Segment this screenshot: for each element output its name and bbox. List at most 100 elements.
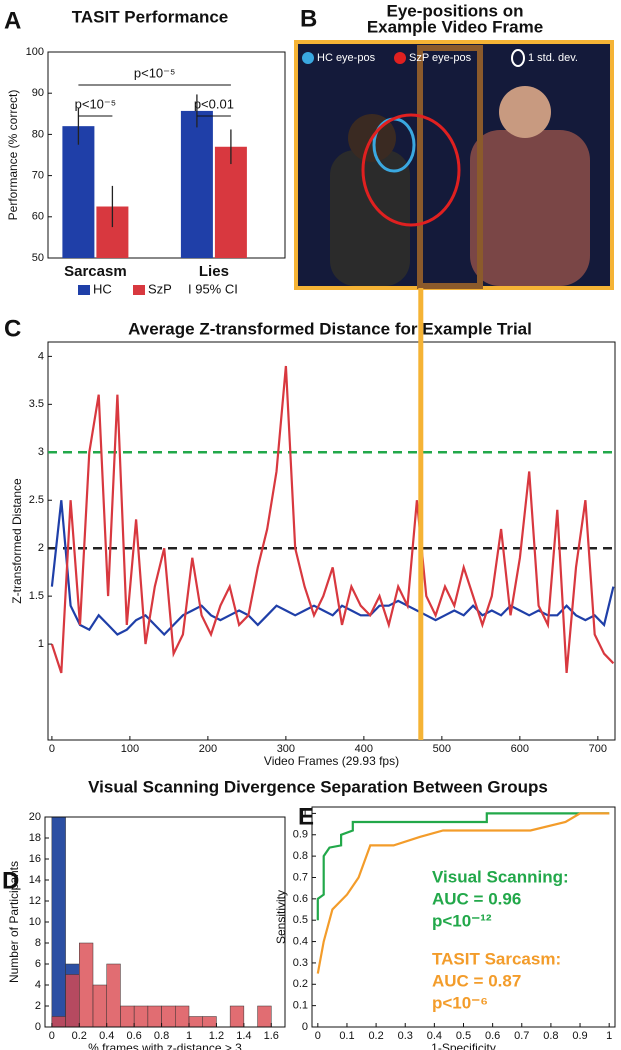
section-title: Visual Scanning Divergence Separation Be… bbox=[88, 777, 548, 796]
bar bbox=[180, 110, 213, 258]
x-tick-label: 0.3 bbox=[398, 1030, 413, 1042]
panel-label: C bbox=[4, 315, 21, 342]
y-tick-label: 0.2 bbox=[293, 978, 308, 990]
series-line bbox=[316, 812, 610, 974]
y-tick-label: 100 bbox=[26, 46, 44, 58]
y-tick-label: 4 bbox=[35, 979, 41, 991]
p-value: p<10⁻⁵ bbox=[134, 65, 176, 80]
y-tick-label: 70 bbox=[32, 170, 44, 182]
axis-box bbox=[47, 51, 286, 259]
panel-label: A bbox=[4, 7, 21, 34]
y-tick-label: 3 bbox=[38, 446, 44, 458]
person-left bbox=[330, 150, 410, 286]
y-tick-label: 0 bbox=[302, 1021, 308, 1033]
y-tick-label: 4 bbox=[38, 350, 44, 362]
legend-label: I 95% CI bbox=[188, 281, 238, 296]
axis-box bbox=[47, 341, 616, 741]
hist-bar bbox=[133, 1005, 149, 1028]
series-line bbox=[316, 812, 610, 921]
annotation: Visual Scanning: bbox=[432, 867, 569, 886]
annotation: AUC = 0.96 bbox=[432, 889, 521, 908]
legend-swatch bbox=[78, 285, 90, 295]
x-tick-label: 1 bbox=[186, 1030, 192, 1042]
x-tick-label: 500 bbox=[433, 743, 451, 755]
y-tick-label: 50 bbox=[32, 252, 44, 264]
chart-title: TASIT Performance bbox=[72, 7, 229, 26]
y-tick-label: 0.1 bbox=[293, 1000, 308, 1012]
y-tick-label: 16 bbox=[29, 853, 41, 865]
x-tick-label: 1.2 bbox=[209, 1030, 224, 1042]
y-tick-label: 2.5 bbox=[29, 494, 44, 506]
hist-bar bbox=[106, 963, 121, 1028]
szp-ellipse bbox=[361, 113, 461, 227]
hist-bar bbox=[229, 1005, 245, 1028]
y-tick-label: 6 bbox=[35, 958, 41, 970]
hist-bar bbox=[51, 816, 66, 1028]
x-tick-label: 0.6 bbox=[126, 1030, 141, 1042]
y-tick-label: 1 bbox=[38, 638, 44, 650]
hist-bar bbox=[79, 942, 94, 1028]
person-right bbox=[470, 130, 590, 286]
y-tick-label: 80 bbox=[32, 128, 44, 140]
legend-dot bbox=[302, 52, 314, 64]
x-tick-label: 300 bbox=[277, 743, 295, 755]
hist-bar bbox=[51, 1016, 66, 1028]
x-tick-label: 100 bbox=[121, 743, 139, 755]
y-tick-label: 0.8 bbox=[293, 850, 308, 862]
legend-dot bbox=[394, 52, 406, 64]
hist-bar bbox=[257, 1005, 272, 1028]
y-tick-label: 12 bbox=[29, 895, 41, 907]
y-tick-label: 3.5 bbox=[29, 398, 44, 410]
chart-title: Example Video Frame bbox=[367, 17, 543, 36]
x-tick-label: 1.6 bbox=[264, 1030, 279, 1042]
series-line bbox=[50, 365, 615, 674]
x-tick-label: 200 bbox=[199, 743, 217, 755]
y-tick-label: 0.4 bbox=[293, 935, 308, 947]
y-axis-label: Sensitivity bbox=[274, 890, 288, 944]
legend-label: 1 std. dev. bbox=[528, 52, 578, 64]
y-axis-label: Z-transformed Distance bbox=[10, 478, 24, 604]
head-right bbox=[499, 86, 551, 138]
annotation: p<10⁻¹² bbox=[432, 911, 492, 930]
y-tick-label: 1 bbox=[302, 807, 308, 819]
annotation: TASIT Sarcasm: bbox=[432, 949, 561, 968]
x-axis-label: % frames with z-distance > 3 bbox=[88, 1041, 242, 1050]
y-tick-label: 20 bbox=[29, 811, 41, 823]
x-tick-label: 0.2 bbox=[72, 1030, 87, 1042]
y-tick-label: 1.5 bbox=[29, 590, 44, 602]
x-tick-label: 0.6 bbox=[485, 1030, 500, 1042]
panel-label: D bbox=[2, 867, 19, 894]
y-axis-label: Number of Participants bbox=[7, 861, 21, 983]
legend-ellipse bbox=[511, 49, 525, 67]
bar bbox=[62, 126, 95, 258]
y-tick-label: 14 bbox=[29, 874, 41, 886]
legend-label: HC bbox=[93, 281, 112, 296]
x-tick-label: 0.5 bbox=[456, 1030, 471, 1042]
y-tick-label: 0 bbox=[35, 1021, 41, 1033]
x-tick-label: 0.8 bbox=[543, 1030, 558, 1042]
y-tick-label: 0.3 bbox=[293, 957, 308, 969]
x-axis-label: 1-Specificity bbox=[431, 1041, 496, 1050]
hist-bar bbox=[65, 974, 80, 1028]
y-tick-label: 2 bbox=[38, 542, 44, 554]
hist-bar bbox=[161, 1005, 176, 1028]
annotation: AUC = 0.87 bbox=[432, 971, 521, 990]
series-line bbox=[50, 500, 615, 637]
y-tick-label: 90 bbox=[32, 87, 44, 99]
panel-label: E bbox=[298, 803, 314, 830]
legend-swatch bbox=[133, 285, 145, 295]
y-axis-label: Performance (% correct) bbox=[6, 90, 20, 221]
ladder bbox=[417, 45, 483, 289]
y-tick-label: 0.7 bbox=[293, 871, 308, 883]
x-tick-label: 0 bbox=[49, 743, 55, 755]
legend-label: HC eye-pos bbox=[317, 52, 376, 64]
y-tick-label: 0.6 bbox=[293, 893, 308, 905]
x-tick-label: 0.1 bbox=[339, 1030, 354, 1042]
legend-label: SzP bbox=[148, 281, 172, 296]
x-tick-label: 0.9 bbox=[572, 1030, 587, 1042]
x-axis-label: Video Frames (29.93 fps) bbox=[264, 754, 399, 768]
p-value: p<10⁻⁵ bbox=[75, 96, 117, 111]
y-tick-label: 0.9 bbox=[293, 829, 308, 841]
hist-bar bbox=[175, 1005, 190, 1028]
y-tick-label: 60 bbox=[32, 211, 44, 223]
